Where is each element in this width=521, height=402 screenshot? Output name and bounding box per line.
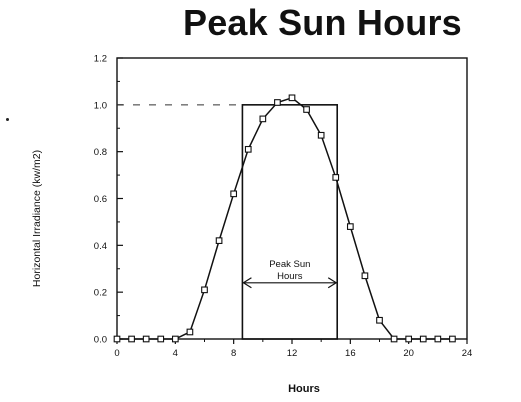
x-tick-label: 24 xyxy=(462,348,473,359)
plot-area: 0.0 0.2 0.4 0.6 0.8 1.0 1.2 0 4 8 12 16 20 24 Hours Hor… xyxy=(31,54,472,396)
data-point xyxy=(332,174,340,181)
y-tick-label: 0.4 xyxy=(94,241,107,252)
data-point xyxy=(303,106,310,113)
x-tick-label: 4 xyxy=(173,348,178,359)
x-tick-label: 8 xyxy=(231,348,236,359)
y-tick-label: 1.0 xyxy=(94,100,107,111)
y-tick-label: 0.6 xyxy=(94,194,107,205)
y-tick-label: 0.0 xyxy=(94,335,107,346)
chart-title: Peak Sun Hours xyxy=(183,2,462,43)
x-axis-label: Hours xyxy=(288,383,320,395)
data-point xyxy=(390,335,398,343)
y-tick-label: 1.2 xyxy=(94,54,107,65)
data-point xyxy=(128,335,135,343)
data-point xyxy=(142,335,150,343)
data-point xyxy=(405,335,413,343)
peak-arrow-left-head xyxy=(242,277,252,289)
annotation-label-line1: Peak Sun xyxy=(269,259,310,270)
data-point xyxy=(259,115,267,123)
data-point xyxy=(171,335,179,343)
peak-sun-box xyxy=(241,104,339,340)
data-point xyxy=(113,335,121,343)
y-tick-label: 0.2 xyxy=(94,288,107,299)
data-point xyxy=(419,335,427,343)
data-point xyxy=(186,328,194,336)
data-point xyxy=(376,316,383,324)
data-point xyxy=(230,190,238,198)
data-point xyxy=(201,286,208,294)
data-point xyxy=(449,335,456,343)
data-point xyxy=(244,145,252,153)
stray-mark xyxy=(6,118,9,121)
data-point xyxy=(317,131,325,139)
data-point xyxy=(274,99,281,106)
x-tick-label: 16 xyxy=(345,348,356,359)
irradiance-line xyxy=(117,96,453,340)
peak-arrow-right-head xyxy=(327,277,338,289)
data-point xyxy=(346,223,354,230)
data-point xyxy=(215,237,223,245)
x-tick-label: 12 xyxy=(287,348,298,359)
data-point xyxy=(434,335,442,343)
data-point xyxy=(157,335,165,343)
data-point xyxy=(288,94,296,102)
x-tick-label: 20 xyxy=(403,348,414,359)
y-axis-label: Horizontal Irradiance (kw/m2) xyxy=(31,150,43,287)
x-tick-label: 0 xyxy=(114,348,119,359)
y-tick-label: 0.8 xyxy=(94,147,107,158)
annotation-label-line2: Hours xyxy=(277,271,303,282)
data-point xyxy=(361,272,369,280)
